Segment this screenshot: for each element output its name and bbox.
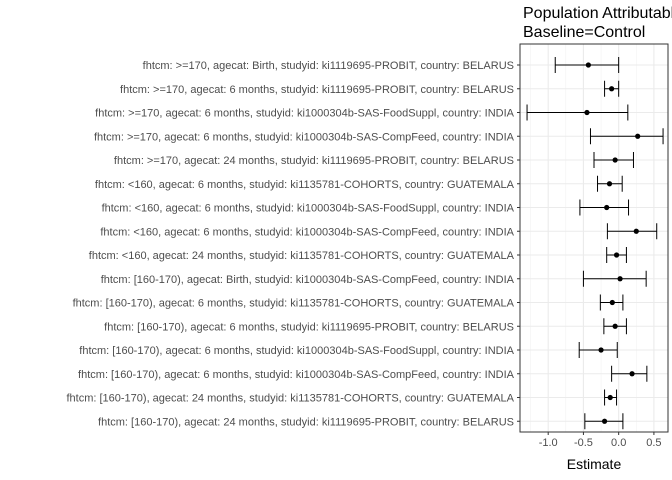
row-label: fhtcm: [160-170), agecat: 6 months, stud… <box>79 345 514 357</box>
chart-title-line-2: Baseline=Control <box>523 24 646 41</box>
x-tick-label: 0.5 <box>646 437 661 449</box>
point-estimate <box>629 371 635 377</box>
point-estimate <box>609 299 615 306</box>
row-label: fhtcm: >=170, agecat: Birth, studyid: ki… <box>143 60 514 72</box>
row-label: fhtcm: [160-170), agecat: 24 months, stu… <box>98 416 514 428</box>
point-estimate <box>612 323 618 329</box>
point-estimate <box>617 276 623 282</box>
point-estimate <box>585 62 591 68</box>
row-label: fhtcm: [160-170), agecat: 6 months, stud… <box>78 369 515 381</box>
panel-background <box>520 44 668 432</box>
row-label: fhtcm: >=170, agecat: 6 months, studyid:… <box>120 84 514 96</box>
chart-title-line-1: Population Attributable <box>523 5 672 22</box>
grid-lines <box>520 44 668 432</box>
panel-border <box>519 43 669 433</box>
point-estimate <box>609 86 615 92</box>
row-label: fhtcm: >=170, agecat: 24 months, studyid… <box>114 155 514 167</box>
row-label: fhtcm: [160-170), agecat: 6 months, stud… <box>73 298 515 310</box>
point-estimate <box>607 394 613 401</box>
point-estimate <box>612 157 618 163</box>
point-estimate <box>633 228 639 234</box>
x-tick-label: 0.0 <box>611 437 626 449</box>
x-axis-title: Estimate <box>567 456 622 472</box>
point-estimate <box>635 133 641 139</box>
point-estimate <box>613 252 620 258</box>
row-label: fhtcm: [160-170), agecat: 24 months, stu… <box>66 393 514 405</box>
point-estimate <box>604 204 610 211</box>
row-label: fhtcm: <160, agecat: 24 months, studyid:… <box>89 250 515 262</box>
chart-title: Population Attributable Baseline=Control <box>523 4 672 42</box>
point-estimate <box>601 418 608 424</box>
row-label: fhtcm: >=170, agecat: 6 months, studyid:… <box>94 131 515 143</box>
data-rows: fhtcm: >=170, agecat: Birth, studyid: ki… <box>66 57 664 430</box>
row-label: fhtcm: [160-170), agecat: Birth, studyid… <box>101 274 515 286</box>
x-axis: -1.0 -0.5 0.0 0.5 <box>539 432 662 449</box>
x-tick-label: -1.0 <box>539 437 558 449</box>
point-estimate <box>606 181 613 187</box>
row-label: fhtcm: <160, agecat: 6 months, studyid: … <box>102 203 515 215</box>
row-label: fhtcm: <160, agecat: 6 months, studyid: … <box>100 226 514 238</box>
row-label: fhtcm: [160-170), agecat: 6 months, stud… <box>104 321 514 333</box>
row-label: fhtcm: >=170, agecat: 6 months, studyid:… <box>95 108 515 120</box>
point-estimate <box>598 347 604 353</box>
row-label: fhtcm: <160, agecat: 6 months, studyid: … <box>95 179 515 191</box>
x-tick-label: -0.5 <box>574 437 593 449</box>
point-estimate <box>584 109 590 116</box>
